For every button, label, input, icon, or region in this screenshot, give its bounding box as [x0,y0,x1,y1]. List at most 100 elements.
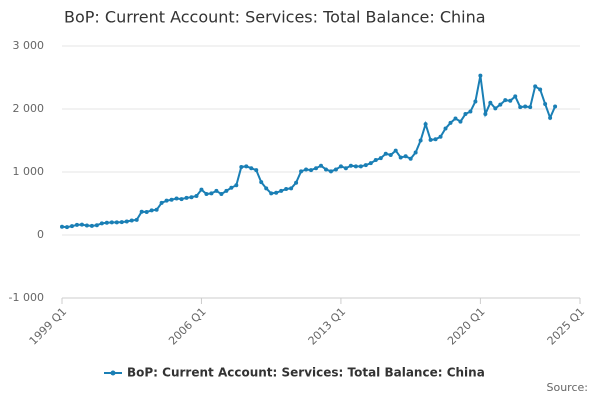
point [378,156,383,161]
point [264,186,269,191]
point [548,115,553,120]
point [184,195,189,200]
point [523,104,528,109]
point [503,98,508,103]
point [428,137,433,142]
point [179,197,184,202]
point [169,197,174,202]
point [309,168,314,173]
chart-title: BoP: Current Account: Services: Total Ba… [64,8,486,27]
point [224,188,229,193]
point [478,73,483,78]
point [259,180,264,185]
point [144,210,149,215]
y-tick-label: -1 000 [9,291,44,304]
point [319,163,323,168]
point [84,223,89,228]
x-tick-label: 2013 Q1 [306,305,349,348]
point [348,163,353,168]
source: Source: [547,381,589,394]
point [269,191,274,196]
point [299,169,304,174]
point [194,193,199,198]
x-tick-label: 2006 Q1 [166,305,209,348]
point [89,223,94,228]
point [513,94,518,99]
point [124,219,129,224]
point [468,109,473,114]
point [463,112,468,117]
point [353,164,358,169]
point [74,222,79,227]
point [438,134,443,139]
x-tick-label: 2025 Q1 [545,305,588,348]
point [543,101,548,106]
point [60,224,64,229]
point [413,150,418,155]
point [508,98,513,103]
point [553,104,558,109]
point [358,164,363,169]
point [129,218,134,223]
point [528,105,533,110]
y-tick-label: 2 000 [13,102,45,115]
point [164,198,169,203]
series-line [61,75,557,229]
point [483,112,488,117]
point [393,148,398,153]
point [114,220,119,225]
y-tick-label: 0 [37,228,44,241]
point [423,122,428,127]
point [433,137,438,142]
point [343,166,348,171]
point [323,167,328,172]
point [239,164,244,169]
point [254,168,259,173]
point [189,195,194,200]
point [448,120,453,125]
point [214,188,219,193]
legend-marker [110,370,116,376]
point [538,87,543,92]
point [149,208,154,213]
point [338,164,343,169]
point [64,225,69,230]
point [294,180,299,185]
point [398,155,403,160]
point [229,185,234,190]
point [274,190,279,195]
point [518,105,523,110]
y-tick-label: 1 000 [13,165,45,178]
point [234,183,239,188]
point [328,169,333,174]
point [219,192,224,197]
point [388,152,393,157]
point [154,207,159,212]
point [279,188,284,193]
point [383,151,388,156]
point [493,106,498,111]
point [244,164,249,169]
point [199,187,204,192]
point [174,196,179,201]
point [498,102,503,107]
point [249,166,254,171]
point [94,223,99,228]
point [209,191,214,196]
legend-label: BoP: Current Account: Services: Total Ba… [127,366,485,380]
point [314,166,319,171]
point [69,224,74,229]
x-tick-label: 2020 Q1 [445,305,488,348]
point [488,100,493,105]
point [139,209,144,214]
point [453,116,458,121]
point [99,221,104,226]
point [473,99,478,104]
point [204,192,209,197]
y-tick-label: 3 000 [13,39,45,52]
point [373,158,378,163]
x-tick-label: 1999 Q1 [27,305,70,348]
point [304,167,309,172]
point [403,154,408,159]
